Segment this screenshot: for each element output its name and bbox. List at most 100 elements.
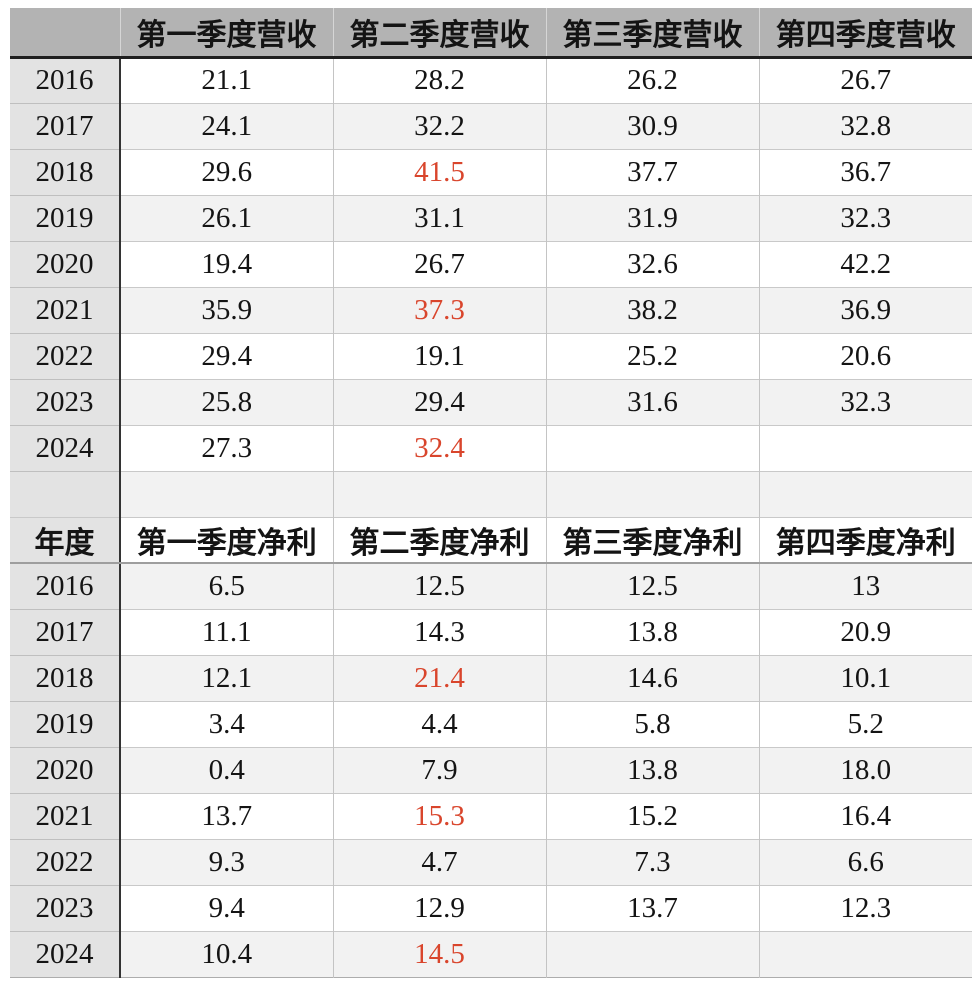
value-cell: 13.7: [119, 792, 333, 839]
value-cell: 12.9: [332, 884, 546, 931]
value-cell: 15.3: [332, 792, 546, 839]
value-cell: 5.8: [545, 700, 759, 747]
table-row: 2016 6.5 12.5 12.5 13: [10, 562, 972, 609]
separator-cell: [119, 470, 333, 517]
value-cell: 21.1: [119, 56, 333, 103]
revenue-header-q4: 第四季度营收: [758, 8, 972, 59]
value-cell: 19.1: [332, 332, 546, 379]
value-cell: 15.2: [545, 792, 759, 839]
year-cell: 2016: [10, 56, 121, 103]
value-cell: 16.4: [758, 792, 972, 839]
value-cell: [758, 424, 972, 471]
value-cell: 7.9: [332, 746, 546, 793]
value-cell: 4.4: [332, 700, 546, 747]
value-cell: 41.5: [332, 148, 546, 195]
middle-section: 年度 第一季度净利 第二季度净利 第三季度净利 第四季度净利: [10, 470, 972, 564]
value-cell: 31.1: [332, 194, 546, 241]
value-cell: 28.2: [332, 56, 546, 103]
value-cell: 32.3: [758, 378, 972, 425]
value-cell: 32.3: [758, 194, 972, 241]
year-cell: 2018: [10, 148, 121, 195]
year-cell: 2023: [10, 884, 121, 931]
value-cell: 29.6: [119, 148, 333, 195]
table-row: 2017 11.1 14.3 13.8 20.9: [10, 608, 972, 655]
value-cell: 31.6: [545, 378, 759, 425]
table-row: 2022 9.3 4.7 7.3 6.6: [10, 838, 972, 885]
value-cell: 32.8: [758, 102, 972, 149]
value-cell: 35.9: [119, 286, 333, 333]
value-cell: 24.1: [119, 102, 333, 149]
value-cell: 30.9: [545, 102, 759, 149]
year-cell: 2024: [10, 424, 121, 471]
value-cell: 6.6: [758, 838, 972, 885]
profit-header-q3: 第三季度净利: [545, 516, 759, 564]
revenue-header-corner: [10, 8, 120, 59]
table-row: 2023 9.4 12.9 13.7 12.3: [10, 884, 972, 931]
revenue-section-body: 2016 21.1 28.2 26.2 26.7 2017 24.1 32.2 30.9 32.8…: [10, 56, 972, 471]
table-row: 2024 10.4 14.5: [10, 930, 972, 977]
value-cell: [758, 930, 972, 977]
table-row: 2023 25.8 29.4 31.6 32.3: [10, 378, 972, 425]
value-cell: 12.5: [332, 562, 546, 609]
profit-header-q1: 第一季度净利: [119, 516, 333, 564]
value-cell: 5.2: [758, 700, 972, 747]
value-cell: 29.4: [332, 378, 546, 425]
year-cell: 2022: [10, 838, 121, 885]
value-cell: 25.8: [119, 378, 333, 425]
value-cell: 7.3: [545, 838, 759, 885]
value-cell: 21.4: [332, 654, 546, 701]
year-cell: 2020: [10, 240, 121, 287]
profit-header-q2: 第二季度净利: [332, 516, 546, 564]
table-row: 2021 13.7 15.3 15.2 16.4: [10, 792, 972, 839]
value-cell: 3.4: [119, 700, 333, 747]
value-cell: 9.3: [119, 838, 333, 885]
value-cell: 12.5: [545, 562, 759, 609]
year-cell: 2021: [10, 286, 121, 333]
value-cell: 13.7: [545, 884, 759, 931]
value-cell: 38.2: [545, 286, 759, 333]
value-cell: 13.8: [545, 746, 759, 793]
year-cell: 2022: [10, 332, 121, 379]
table-row: 2022 29.4 19.1 25.2 20.6: [10, 332, 972, 379]
table-row: 2019 26.1 31.1 31.9 32.3: [10, 194, 972, 241]
table-row: 2018 12.1 21.4 14.6 10.1: [10, 654, 972, 701]
value-cell: 32.4: [332, 424, 546, 471]
revenue-header-q3: 第三季度营收: [545, 8, 759, 59]
revenue-header-row: 第一季度营收 第二季度营收 第三季度营收 第四季度营收: [10, 8, 972, 59]
year-cell: 2021: [10, 792, 121, 839]
value-cell: 26.2: [545, 56, 759, 103]
year-cell: 2018: [10, 654, 121, 701]
table-row: 2020 0.4 7.9 13.8 18.0: [10, 746, 972, 793]
quarterly-financials-table: 第一季度营收 第二季度营收 第三季度营收 第四季度营收 2016 21.1 28.2…: [10, 8, 972, 978]
value-cell: 12.1: [119, 654, 333, 701]
value-cell: 20.6: [758, 332, 972, 379]
value-cell: 25.2: [545, 332, 759, 379]
table-row: 2017 24.1 32.2 30.9 32.8: [10, 102, 972, 149]
table-row: 2024 27.3 32.4: [10, 424, 972, 471]
profit-header-q4: 第四季度净利: [758, 516, 972, 564]
value-cell: 36.9: [758, 286, 972, 333]
value-cell: 32.2: [332, 102, 546, 149]
value-cell: 10.1: [758, 654, 972, 701]
separator-cell: [545, 470, 759, 517]
profit-section-body: 2016 6.5 12.5 12.5 13 2017 11.1 14.3 13.8 20.9 201…: [10, 562, 972, 977]
year-cell: 2024: [10, 930, 121, 977]
value-cell: [545, 930, 759, 977]
value-cell: [545, 424, 759, 471]
value-cell: 26.1: [119, 194, 333, 241]
separator-year-cell: [10, 470, 121, 517]
value-cell: 27.3: [119, 424, 333, 471]
value-cell: 10.4: [119, 930, 333, 977]
year-cell: 2020: [10, 746, 121, 793]
table-row: 2016 21.1 28.2 26.2 26.7: [10, 56, 972, 103]
year-cell: 2017: [10, 102, 121, 149]
separator-row: [10, 470, 972, 517]
revenue-header-q2: 第二季度营收: [332, 8, 546, 59]
year-cell: 2019: [10, 700, 121, 747]
profit-header-row: 年度 第一季度净利 第二季度净利 第三季度净利 第四季度净利: [10, 516, 972, 564]
value-cell: 6.5: [119, 562, 333, 609]
value-cell: 0.4: [119, 746, 333, 793]
value-cell: 13: [758, 562, 972, 609]
table-row: 2020 19.4 26.7 32.6 42.2: [10, 240, 972, 287]
